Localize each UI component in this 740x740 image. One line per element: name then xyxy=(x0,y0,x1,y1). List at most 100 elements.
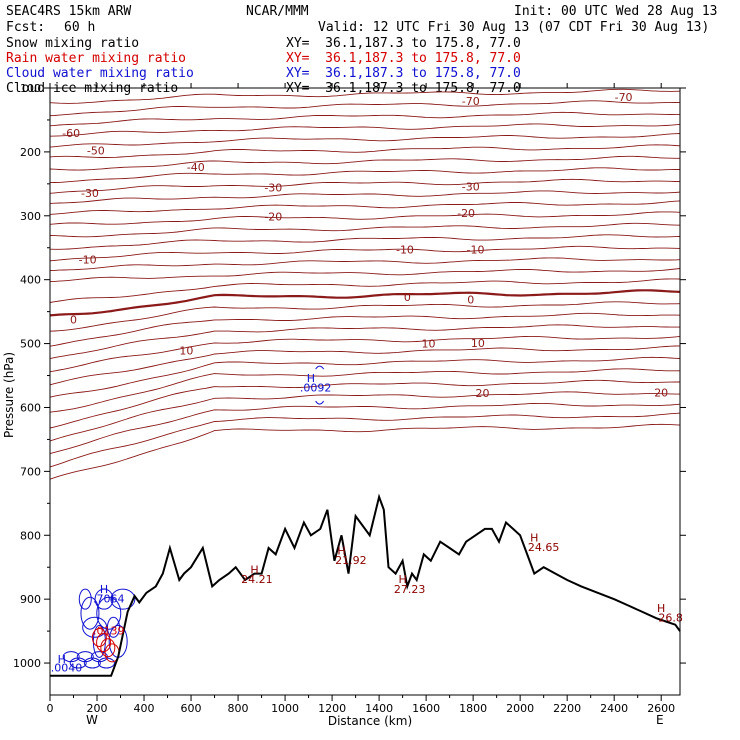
cloud-water-contour xyxy=(96,596,122,630)
isotherm-line xyxy=(49,356,681,398)
x-tick-label: 400 xyxy=(134,702,155,715)
cloud-water-contour xyxy=(78,588,92,610)
isotherm-line xyxy=(49,257,681,272)
cloud-water-contour xyxy=(76,651,94,663)
isotherm-line xyxy=(49,412,681,468)
isotherm-line xyxy=(49,190,681,204)
field-snow-name: Snow mixing ratio xyxy=(6,36,140,51)
cloud-water-contour xyxy=(80,596,100,630)
valid-time: Valid: 12 UTC Fri 30 Aug 13 (07 CDT Fri … xyxy=(318,20,710,35)
isotherm-line xyxy=(49,178,681,194)
contour-label: -30 xyxy=(81,187,99,200)
y-tick-label: 300 xyxy=(20,210,41,223)
x-tick-label: 1000 xyxy=(271,702,299,715)
init-time: Init: 00 UTC Wed 28 Aug 13 xyxy=(514,4,718,19)
contour-label: -10 xyxy=(396,244,414,257)
isotherm-line xyxy=(49,123,681,137)
extremum-label: 24.65 xyxy=(528,541,560,554)
extremum-label: .0092 xyxy=(300,382,332,395)
isotherm-line xyxy=(49,155,680,171)
contour-label: -20 xyxy=(264,210,282,223)
extremum-label: H xyxy=(530,532,538,545)
extremum-label: 26.8 xyxy=(658,612,683,625)
extremum-label: H xyxy=(307,372,315,385)
extremum-label: H xyxy=(58,653,66,666)
contour-label: -30 xyxy=(462,180,480,193)
contour-label: -70 xyxy=(462,95,480,108)
isotherm-line xyxy=(49,268,681,283)
extremum-label: 27.23 xyxy=(394,583,426,596)
isotherm-line xyxy=(49,301,681,332)
contour-label: 0 xyxy=(70,313,77,326)
contour-label: 20 xyxy=(476,387,490,400)
isotherm-line xyxy=(49,167,680,184)
x-tick-label: 0 xyxy=(47,702,54,715)
cloud-water-contour xyxy=(94,588,114,610)
terrain xyxy=(50,493,681,677)
contour-label: 20 xyxy=(654,387,668,400)
cloud-water-contour xyxy=(69,657,87,669)
cloud-water-contour xyxy=(83,657,101,669)
isotherm-line xyxy=(49,423,681,480)
field-rain-xy: XY= 36.1,187.3 to 175.8, 77.0 xyxy=(286,51,521,66)
contour-label: -30 xyxy=(264,181,282,194)
contour-label: 10 xyxy=(179,344,193,357)
isotherm-line xyxy=(49,234,681,250)
y-tick-label: 500 xyxy=(20,338,41,351)
org-label: NCAR/MMM xyxy=(246,4,309,19)
field-cloudwater-xy: XY= 36.1,187.3 to 175.8, 77.0 xyxy=(286,66,521,81)
contour-label: -10 xyxy=(467,243,485,256)
isotherm-line xyxy=(49,335,681,373)
fcst-value: 60 h xyxy=(64,20,96,35)
contour-label: -70 xyxy=(615,91,633,104)
field-cloudwater-name: Cloud water mixing ratio xyxy=(6,66,194,81)
plot-frame xyxy=(49,87,681,696)
x-tick-label: 1800 xyxy=(459,702,487,715)
isotherm-line xyxy=(49,222,681,238)
x-end-left: W xyxy=(86,713,98,727)
cloud-water-contour xyxy=(82,616,108,638)
fcst-label: Fcst: xyxy=(6,20,46,35)
x-tick-label: 600 xyxy=(181,702,202,715)
rain-water-contour xyxy=(96,633,112,653)
x-end-right: E xyxy=(656,713,664,727)
contour-label: 10 xyxy=(421,338,435,351)
extremum-label: H xyxy=(100,583,108,596)
contour-label: -50 xyxy=(87,144,105,157)
y-tick-label: 900 xyxy=(20,593,41,606)
contour-label: 10 xyxy=(471,337,485,350)
isotherm-line xyxy=(49,312,681,347)
extremum-label: .7064 xyxy=(93,592,125,605)
field-snow-xy: XY= 36.1,187.3 to 175.8, 77.0 xyxy=(286,36,521,51)
x-tick-label: 1400 xyxy=(365,702,393,715)
extremum-label: H xyxy=(657,602,665,615)
isotherm-line xyxy=(49,324,680,360)
isotherm-line xyxy=(49,200,681,215)
model-title: SEAC4RS 15km ARW xyxy=(6,4,132,19)
extremum-label: 21.92 xyxy=(335,554,367,567)
cloud-water-contour xyxy=(315,365,325,405)
x-axis-label: Distance (km) xyxy=(328,714,412,728)
isotherm-line xyxy=(49,289,681,317)
y-tick-label: 600 xyxy=(20,401,41,414)
isotherm-line xyxy=(49,345,681,386)
x-tick-label: 1200 xyxy=(318,702,346,715)
contour-label: 0 xyxy=(404,291,411,304)
x-tick-label: 200 xyxy=(87,702,108,715)
rain-water-contour xyxy=(91,627,107,647)
isotherm-line xyxy=(49,402,681,455)
isotherm-line xyxy=(49,144,681,158)
extremum-label: H xyxy=(337,544,345,557)
terrain-line xyxy=(50,493,681,677)
x-tick-label: 2200 xyxy=(553,702,581,715)
y-tick-label: 100 xyxy=(20,82,41,95)
isotherm-line xyxy=(49,245,681,262)
isotherm-line xyxy=(49,133,681,148)
extremum-label: .0139 xyxy=(93,624,125,637)
extremum-label: H xyxy=(398,573,406,586)
y-tick-label: 1000 xyxy=(13,657,41,670)
y-tick-label: 400 xyxy=(20,274,41,287)
x-tick-label: 800 xyxy=(228,702,249,715)
isotherm-line xyxy=(49,368,680,413)
